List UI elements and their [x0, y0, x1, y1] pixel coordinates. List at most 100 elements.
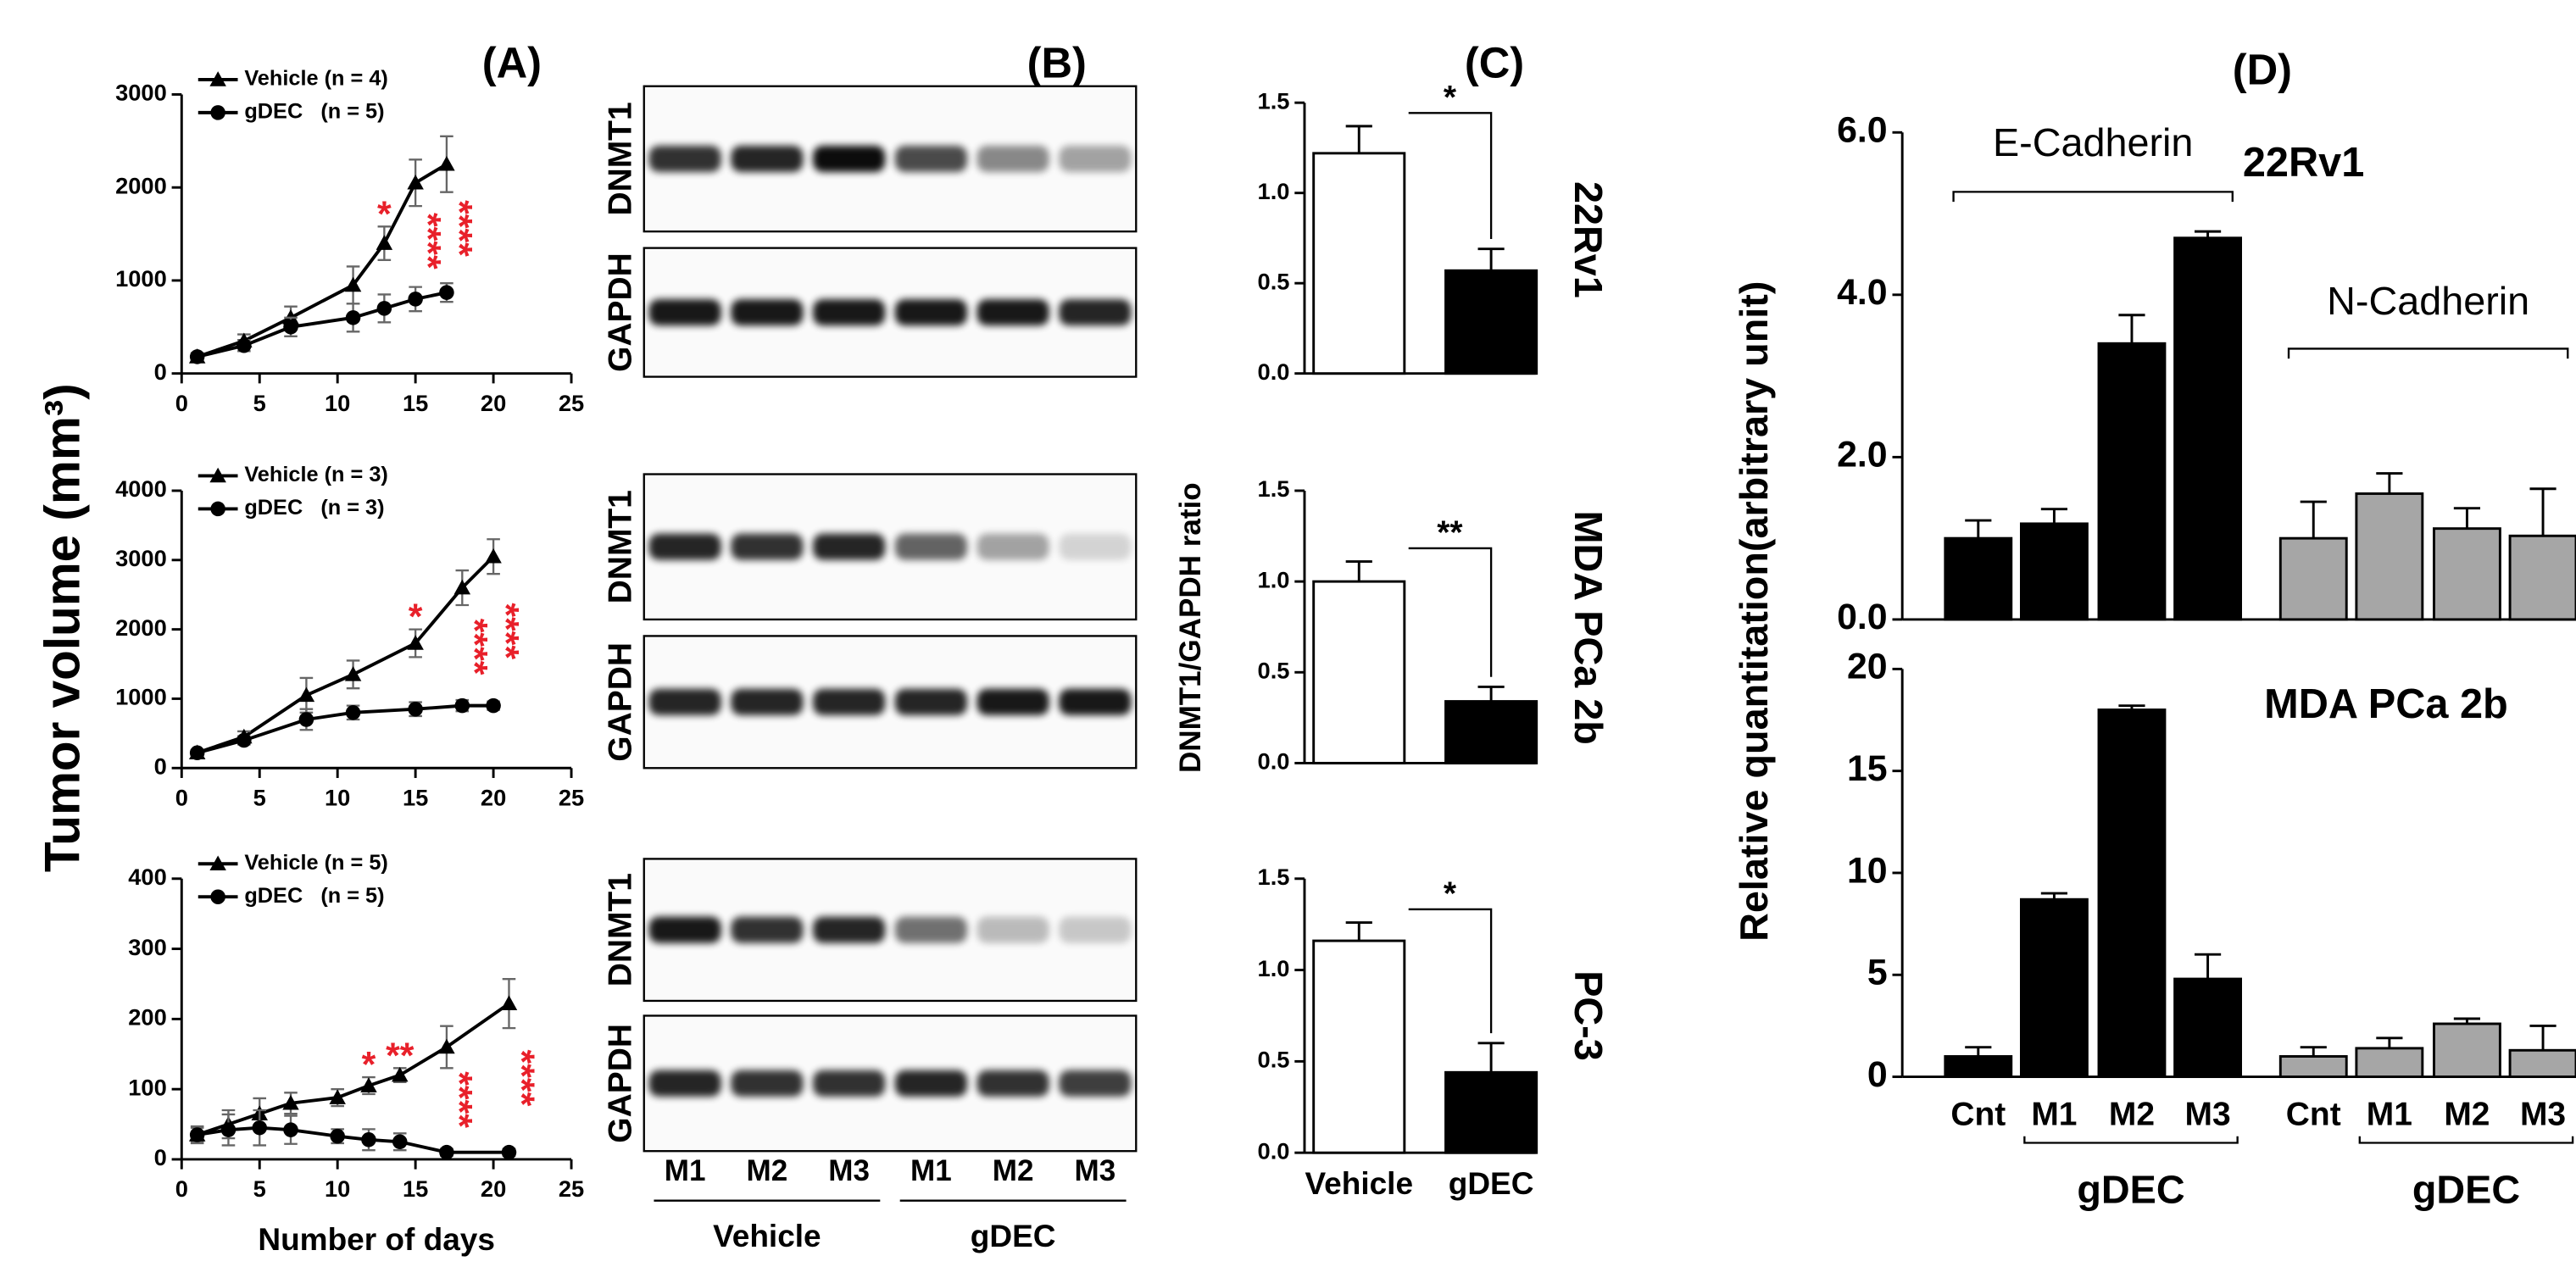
blot-band [976, 299, 1049, 326]
blot-row-label: GAPDH [603, 1024, 639, 1143]
bar [2355, 492, 2424, 621]
panel-label: (B) [1027, 39, 1087, 87]
data-point [189, 349, 205, 364]
y-tick-label: 0.0 [1258, 358, 1290, 385]
blot-band [894, 145, 967, 173]
bar [2278, 1055, 2348, 1079]
row-label: MDA PCa 2b [1566, 511, 1611, 745]
legend-marker [209, 71, 226, 86]
data-point [439, 285, 454, 300]
data-point [236, 732, 252, 748]
bar [1944, 1055, 2013, 1079]
data-point [376, 301, 392, 316]
blot-band [648, 916, 721, 943]
y-tick-label: 1000 [115, 684, 167, 710]
significance: **** [438, 200, 479, 257]
x-tick-label: 15 [403, 390, 428, 416]
bar [1444, 269, 1538, 375]
group-bracket [2358, 1136, 2574, 1144]
x-tick-label: 20 [481, 390, 506, 416]
y-tick-label: 1000 [115, 265, 167, 292]
y-tick-label: 0.0 [1258, 748, 1290, 775]
x-tick-label: 5 [253, 784, 266, 810]
x-tick-label: 5 [253, 390, 266, 416]
significance: * [1444, 80, 1457, 116]
x-tick-label: 20 [481, 784, 506, 810]
blot-frame [643, 473, 1138, 621]
legend-label: Vehicle (n = 4) [244, 67, 388, 91]
lane-label: M1 [910, 1154, 952, 1187]
error-bar [1345, 125, 1372, 153]
lane-label: M3 [828, 1154, 870, 1187]
blot-row-label: GAPDH [603, 642, 639, 762]
blot-band [976, 533, 1049, 560]
error-bar [1477, 247, 1505, 271]
blot-band [731, 299, 804, 326]
data-point [345, 310, 361, 325]
y-tick-label: 0 [154, 358, 167, 385]
bar [2097, 342, 2167, 621]
group-label: gDEC [2077, 1167, 2184, 1211]
data-point [330, 1128, 345, 1144]
data-point [189, 1127, 205, 1142]
y-tick-label: 3000 [115, 80, 167, 106]
data-point [438, 1038, 455, 1054]
legend-label: Vehicle (n = 5) [244, 851, 388, 875]
data-point [407, 174, 424, 190]
y-tick-label: 1.5 [1258, 87, 1290, 114]
y-tick-label: 400 [128, 864, 167, 890]
significance: ** [1437, 515, 1463, 552]
legend-label: gDEC (n = 3) [244, 496, 384, 520]
data-point [283, 320, 298, 335]
data-point [392, 1134, 408, 1150]
blot-frame [643, 1014, 1138, 1153]
bar [2508, 534, 2576, 621]
x-tick-label: 0 [175, 784, 188, 810]
bar [1444, 1070, 1538, 1154]
data-point [329, 1089, 346, 1104]
blot-band [1059, 688, 1132, 715]
data-point [283, 1122, 298, 1137]
y-tick-label: 0.5 [1258, 657, 1290, 683]
y-tick-label: 0 [154, 1144, 167, 1170]
bar [2173, 977, 2243, 1079]
series-label: E-Cadherin [1993, 120, 2193, 164]
y-tick-label: 1.5 [1258, 864, 1290, 890]
significance-bracket [1408, 547, 1493, 677]
chart-title: 22Rv1 [2243, 140, 2364, 186]
series-bracket [2287, 347, 2569, 359]
data-point [453, 579, 471, 595]
data-point [344, 276, 362, 292]
y-tick-label: 1.0 [1258, 566, 1290, 592]
data-point [298, 712, 314, 727]
bar [2097, 709, 2167, 1079]
panel-label: (D) [2233, 46, 2292, 94]
y-tick-label: 0.5 [1258, 268, 1290, 294]
blot-band [976, 688, 1049, 715]
significance: * [377, 194, 392, 235]
data-point [439, 1144, 454, 1160]
data-point [220, 1122, 236, 1137]
significance: **** [438, 1071, 479, 1128]
legend-label: gDEC (n = 5) [244, 100, 384, 124]
error-bar [1345, 560, 1372, 582]
blot-row-label: DNMT1 [603, 873, 639, 986]
y-tick-label: 0.5 [1258, 1047, 1290, 1073]
legend-marker [209, 467, 226, 483]
data-point [500, 995, 518, 1010]
y-tick-label: 1.0 [1258, 178, 1290, 204]
data-point [236, 337, 252, 353]
x-tick-label: M3 [2185, 1097, 2231, 1133]
error-bar [2376, 1036, 2403, 1048]
lane-label: M1 [665, 1154, 706, 1187]
y-tick-label: 0 [1867, 1054, 1888, 1095]
blot-band [813, 145, 886, 173]
x-tick-label: Vehicle [1305, 1165, 1414, 1201]
lane-label: M2 [747, 1154, 788, 1187]
error-bar [2118, 314, 2145, 344]
blot-band [648, 299, 721, 326]
y-tick-label: 5 [1867, 953, 1888, 993]
y-tick-label: 10 [1847, 850, 1888, 891]
